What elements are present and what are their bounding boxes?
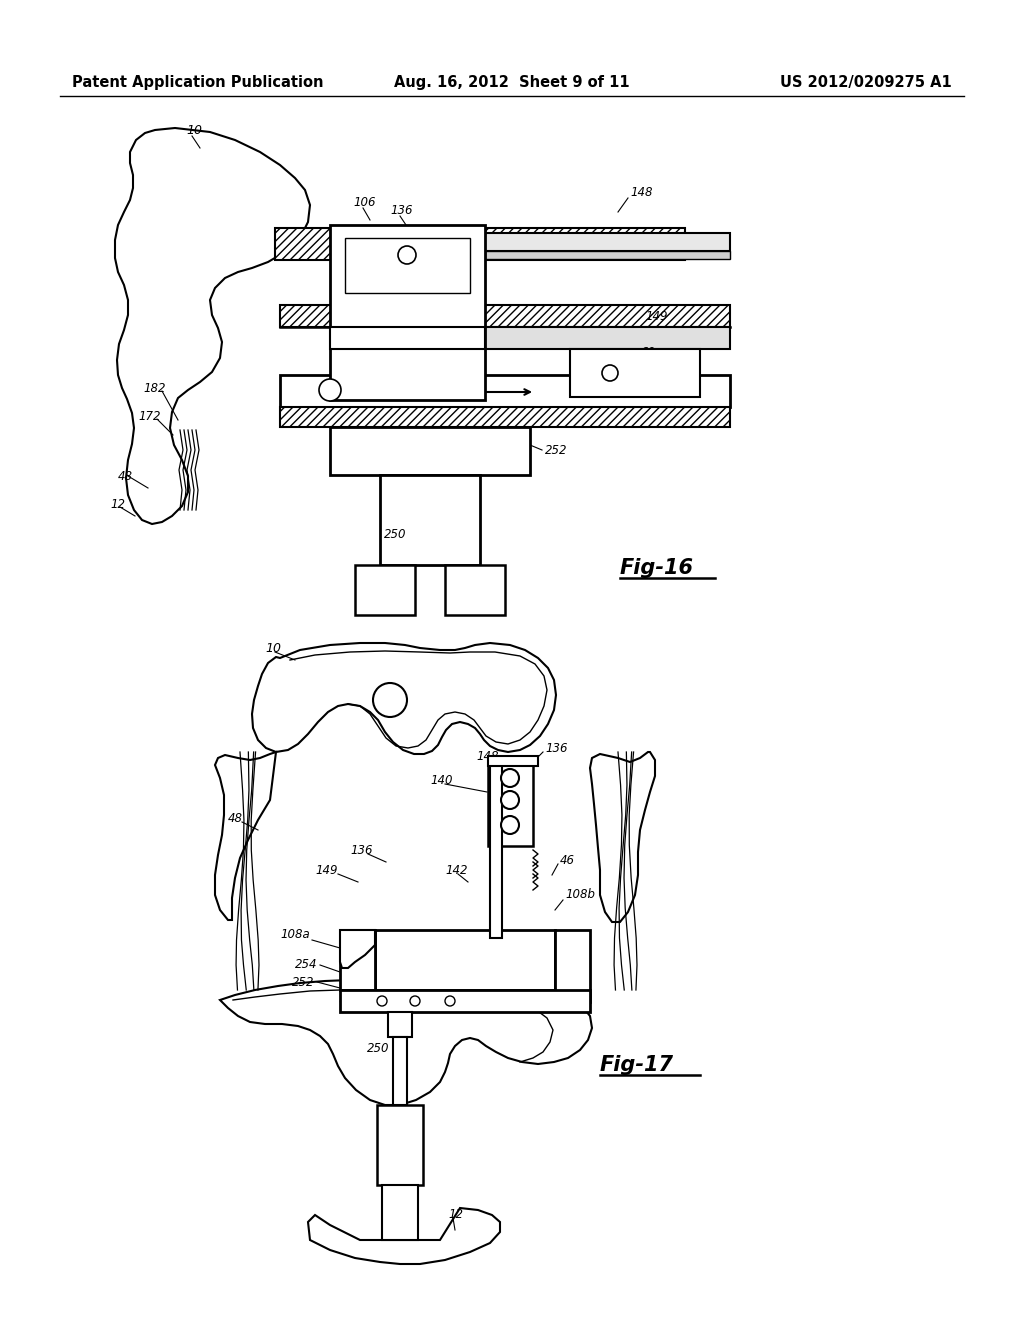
- Text: 12: 12: [449, 1209, 463, 1221]
- Text: 62: 62: [455, 289, 470, 301]
- Bar: [570, 348, 700, 397]
- Bar: [340, 931, 375, 990]
- Text: 106: 106: [353, 195, 376, 209]
- Bar: [485, 234, 730, 251]
- Bar: [280, 305, 730, 327]
- Polygon shape: [308, 1208, 500, 1265]
- Circle shape: [501, 791, 519, 809]
- Text: 10: 10: [265, 642, 281, 655]
- Bar: [382, 1185, 418, 1239]
- Text: 108a: 108a: [280, 928, 309, 941]
- Circle shape: [398, 246, 416, 264]
- Bar: [380, 475, 480, 565]
- Text: 148: 148: [476, 750, 499, 763]
- Bar: [280, 375, 730, 407]
- Circle shape: [501, 816, 519, 834]
- Text: US 2012/0209275 A1: US 2012/0209275 A1: [780, 74, 952, 90]
- Text: 250: 250: [367, 1041, 389, 1055]
- Polygon shape: [115, 128, 310, 524]
- Text: 60: 60: [640, 346, 655, 359]
- Text: 172: 172: [138, 409, 161, 422]
- Text: Patent Application Publication: Patent Application Publication: [72, 74, 324, 90]
- Polygon shape: [590, 752, 655, 921]
- Bar: [330, 426, 530, 475]
- Bar: [555, 931, 590, 1002]
- Circle shape: [602, 366, 618, 381]
- Circle shape: [445, 997, 455, 1006]
- Circle shape: [377, 997, 387, 1006]
- Text: 254: 254: [645, 384, 668, 396]
- Text: Fig-16: Fig-16: [620, 558, 694, 578]
- Bar: [445, 565, 505, 615]
- Polygon shape: [220, 979, 592, 1105]
- Text: 48: 48: [228, 812, 243, 825]
- Text: 148: 148: [630, 186, 652, 198]
- Bar: [275, 228, 685, 260]
- Circle shape: [373, 682, 407, 717]
- Text: 142: 142: [445, 863, 468, 876]
- Polygon shape: [252, 643, 556, 754]
- Bar: [485, 327, 730, 348]
- Bar: [488, 758, 534, 846]
- Text: Fig-17: Fig-17: [600, 1055, 674, 1074]
- Bar: [488, 756, 538, 766]
- Circle shape: [410, 997, 420, 1006]
- Text: 182: 182: [143, 381, 166, 395]
- Circle shape: [319, 379, 341, 401]
- Text: 250: 250: [384, 528, 407, 541]
- Text: 10: 10: [186, 124, 202, 136]
- Text: 48: 48: [118, 470, 133, 483]
- Bar: [388, 1012, 412, 1038]
- Text: 136: 136: [350, 843, 373, 857]
- Bar: [340, 990, 590, 1012]
- Text: 46: 46: [560, 854, 575, 866]
- Bar: [490, 758, 502, 939]
- Bar: [393, 1038, 407, 1105]
- Bar: [355, 565, 415, 615]
- Polygon shape: [340, 931, 375, 968]
- Bar: [485, 251, 730, 259]
- Bar: [377, 1105, 423, 1185]
- Bar: [345, 238, 470, 293]
- Text: 136: 136: [390, 203, 413, 216]
- Text: 108b: 108b: [565, 888, 595, 902]
- Polygon shape: [215, 752, 276, 920]
- Text: 136: 136: [545, 742, 567, 755]
- Bar: [375, 931, 555, 990]
- Bar: [330, 224, 485, 400]
- Text: 12: 12: [110, 499, 125, 511]
- Bar: [280, 407, 730, 426]
- Bar: [330, 327, 485, 348]
- Text: 252: 252: [545, 444, 567, 457]
- Text: 254: 254: [295, 958, 317, 972]
- Text: 252: 252: [292, 975, 314, 989]
- Text: 140: 140: [430, 774, 453, 787]
- Text: 149: 149: [315, 863, 338, 876]
- Circle shape: [501, 770, 519, 787]
- Text: 149: 149: [645, 310, 668, 323]
- Text: Aug. 16, 2012  Sheet 9 of 11: Aug. 16, 2012 Sheet 9 of 11: [394, 74, 630, 90]
